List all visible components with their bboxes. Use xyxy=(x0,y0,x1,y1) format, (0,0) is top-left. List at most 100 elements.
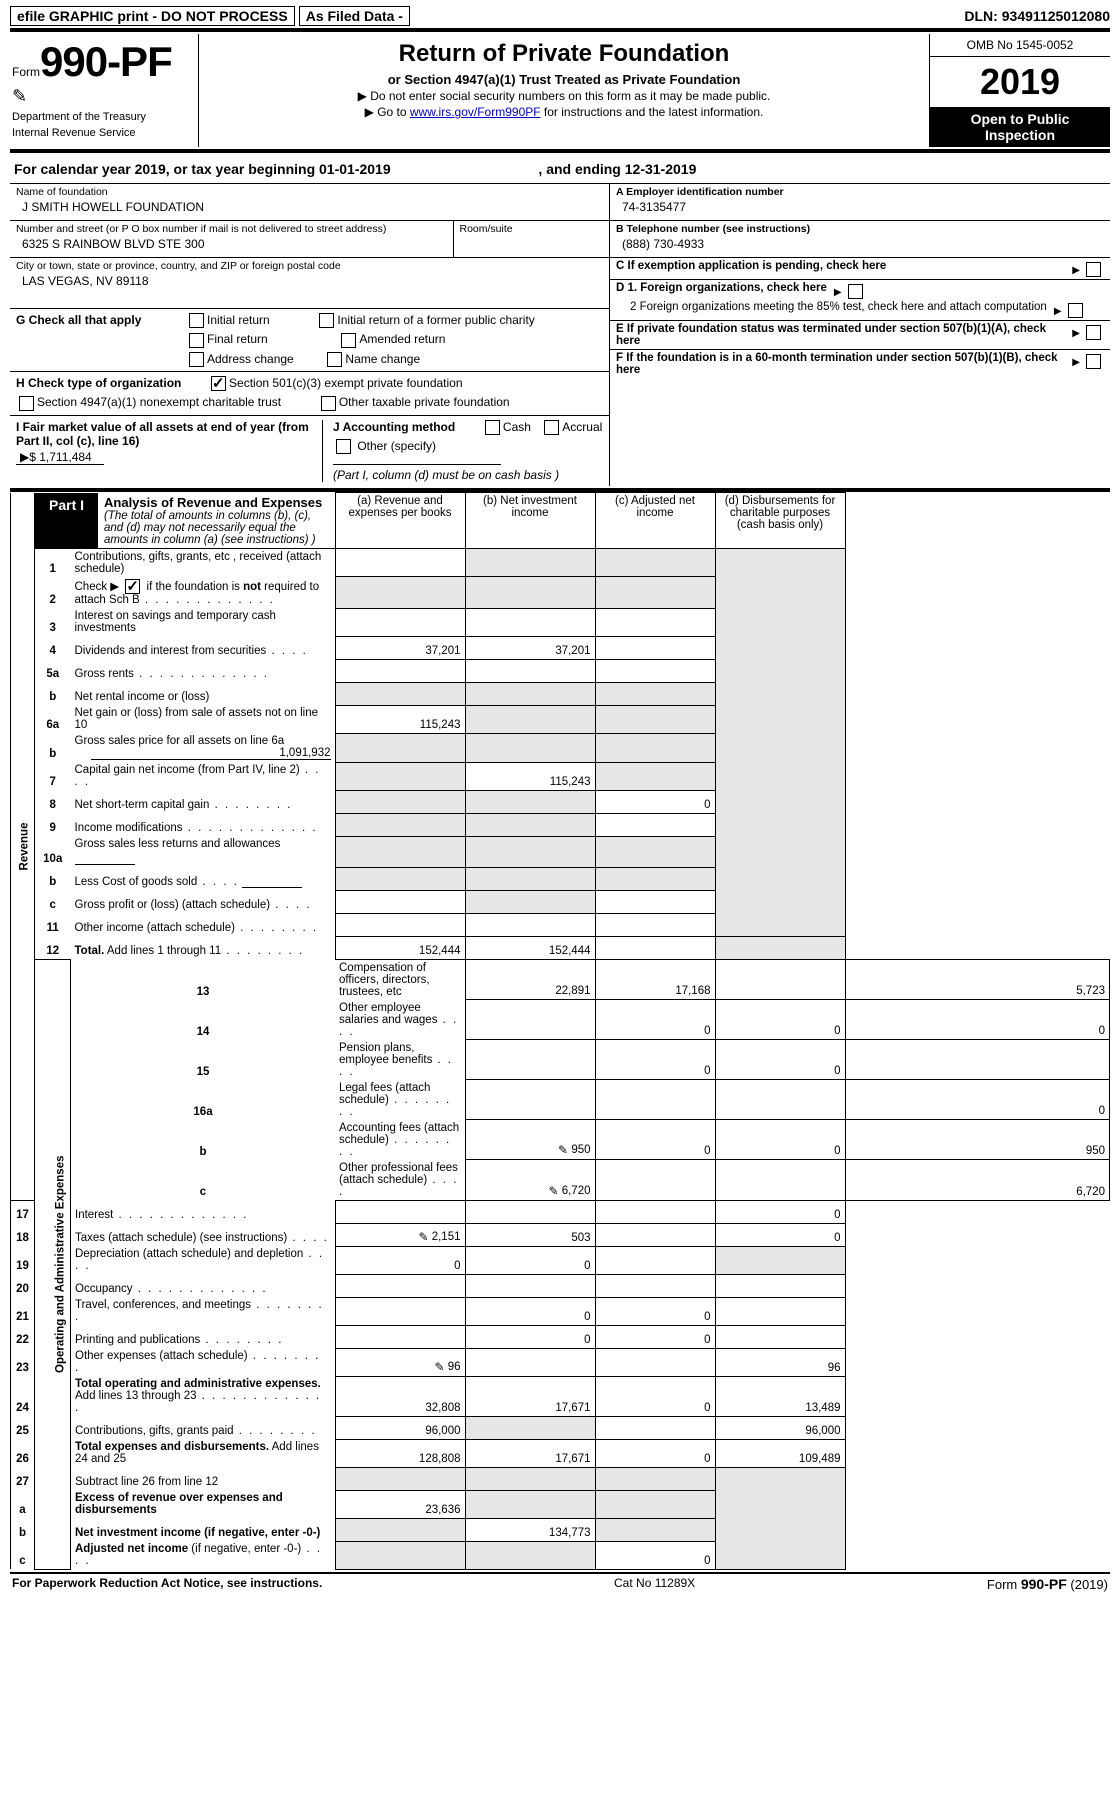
open-to-public: Open to Public Inspection xyxy=(930,107,1110,147)
foundation-name-label: Name of foundation xyxy=(16,186,603,198)
chk-schb[interactable] xyxy=(125,579,140,594)
chk-amended[interactable] xyxy=(341,333,356,348)
as-filed: As Filed Data - xyxy=(299,6,410,26)
row-16b: Accounting fees (attach schedule) xyxy=(335,1120,465,1160)
row-5a: Gross rents xyxy=(71,659,336,682)
chk-accrual[interactable] xyxy=(544,420,559,435)
calendar-year-line: For calendar year 2019, or tax year begi… xyxy=(10,155,1110,183)
j-note: (Part I, column (d) must be on cash basi… xyxy=(333,468,603,482)
f-label: F If the foundation is in a 60-month ter… xyxy=(616,352,1058,376)
b-label: B Telephone number (see instructions) xyxy=(616,223,810,235)
row-13: Compensation of officers, directors, tru… xyxy=(335,959,465,1000)
row-10c: Gross profit or (loss) (attach schedule) xyxy=(71,890,336,913)
row-18: Taxes (attach schedule) (see instruction… xyxy=(71,1223,336,1246)
row-12: Total. Add lines 1 through 11 xyxy=(71,936,336,959)
row-24: Total operating and administrative expen… xyxy=(71,1376,336,1416)
ein: 74-3135477 xyxy=(616,198,1104,214)
chk-other-tax[interactable] xyxy=(321,396,336,411)
form-title: Return of Private Foundation xyxy=(211,40,917,68)
form-subtitle: or Section 4947(a)(1) Trust Treated as P… xyxy=(211,72,917,87)
j-label: J Accounting method xyxy=(333,420,455,434)
chk-e[interactable] xyxy=(1086,325,1101,340)
row-6b: Gross sales price for all assets on line… xyxy=(71,733,336,762)
a-label: A Employer identification number xyxy=(616,186,784,198)
d1-label: D 1. Foreign organizations, check here xyxy=(616,282,827,294)
chk-d2[interactable] xyxy=(1068,303,1083,318)
section-h: H Check type of organization Section 501… xyxy=(10,372,609,416)
row-9: Income modifications xyxy=(71,813,336,836)
row-4: Dividends and interest from securities xyxy=(71,636,336,659)
attach-icon[interactable]: ✎ xyxy=(548,1184,558,1198)
dln-label: DLN: xyxy=(964,8,997,24)
attach-icon[interactable]: ✎ xyxy=(418,1230,428,1244)
form-page: efile GRAPHIC print - DO NOT PROCESS As … xyxy=(0,0,1120,1612)
expenses-side-label: Operating and Administrative Expenses xyxy=(35,959,71,1569)
address-label: Number and street (or P O box number if … xyxy=(16,223,447,235)
footer-form: 990-PF xyxy=(1021,1576,1067,1592)
efile-notice: efile GRAPHIC print - DO NOT PROCESS xyxy=(10,6,295,26)
chk-name-change[interactable] xyxy=(327,352,342,367)
instr-goto-post: for instructions and the latest informat… xyxy=(541,105,764,119)
h-label: H Check type of organization xyxy=(16,376,181,390)
footer-cat: Cat No 11289X xyxy=(614,1576,695,1592)
part1-note: (The total of amounts in columns (b), (c… xyxy=(104,510,316,546)
row-27b: Net investment income (if negative, ente… xyxy=(71,1518,336,1541)
chk-other-method[interactable] xyxy=(336,439,351,454)
instr-ssn: ▶ Do not enter social security numbers o… xyxy=(211,89,917,103)
city: LAS VEGAS, NV 89118 xyxy=(16,272,603,288)
chk-initial-former[interactable] xyxy=(319,313,334,328)
top-bar: efile GRAPHIC print - DO NOT PROCESS As … xyxy=(10,6,1110,26)
row-2: Check ▶ if the foundation is not require… xyxy=(71,577,336,608)
row-15: Pension plans, employee benefits xyxy=(335,1040,465,1080)
dln-value: 93491125012080 xyxy=(1002,8,1110,24)
footer-left: For Paperwork Reduction Act Notice, see … xyxy=(12,1576,322,1590)
row-22: Printing and publications xyxy=(71,1325,336,1348)
omb-number: OMB No 1545-0052 xyxy=(930,34,1110,57)
instr-goto: ▶ Go to www.irs.gov/Form990PF for instru… xyxy=(211,105,917,119)
chk-d1[interactable] xyxy=(848,284,863,299)
row-16c: Other professional fees (attach schedule… xyxy=(335,1160,465,1201)
part1-title: Analysis of Revenue and Expenses xyxy=(104,495,322,510)
i-fmv: ▶$ 1,711,484 xyxy=(16,450,104,465)
col-a-header: (a) Revenue and expenses per books xyxy=(335,493,465,549)
foundation-name: J SMITH HOWELL FOUNDATION xyxy=(16,198,603,214)
row-7: Capital gain net income (from Part IV, l… xyxy=(71,762,336,790)
attach-icon[interactable]: ✎ xyxy=(434,1360,444,1374)
row-14: Other employee salaries and wages xyxy=(335,1000,465,1040)
chk-f[interactable] xyxy=(1086,354,1101,369)
row-27a: Excess of revenue over expenses and disb… xyxy=(71,1490,336,1518)
row-3: Interest on savings and temporary cash i… xyxy=(71,608,336,636)
chk-c[interactable] xyxy=(1086,262,1101,277)
dept-treasury: Department of the Treasury xyxy=(12,111,192,123)
row-26: Total expenses and disbursements. Add li… xyxy=(71,1439,336,1467)
form-header: Form990-PF ✎ Department of the Treasury … xyxy=(10,34,1110,147)
chk-addr-change[interactable] xyxy=(189,352,204,367)
section-g: G Check all that apply Initial return In… xyxy=(10,309,609,372)
chk-4947[interactable] xyxy=(19,396,34,411)
instr-goto-pre: ▶ Go to xyxy=(365,105,410,119)
page-footer: For Paperwork Reduction Act Notice, see … xyxy=(10,1572,1110,1592)
room-label: Room/suite xyxy=(460,223,604,235)
e-label: E If private foundation status was termi… xyxy=(616,323,1046,347)
row-25: Contributions, gifts, grants paid xyxy=(71,1416,336,1439)
row-27: Subtract line 26 from line 12 xyxy=(71,1467,336,1490)
chk-final[interactable] xyxy=(189,333,204,348)
dept-irs: Internal Revenue Service xyxy=(12,127,192,139)
cal-end: , and ending 12-31-2019 xyxy=(538,161,696,177)
chk-cash[interactable] xyxy=(485,420,500,435)
row-17: Interest xyxy=(71,1200,336,1223)
attach-icon[interactable]: ✎ xyxy=(558,1143,568,1157)
row-1: Contributions, gifts, grants, etc , rece… xyxy=(71,548,336,577)
chk-501c3[interactable] xyxy=(211,376,226,391)
entity-info: Name of foundation J SMITH HOWELL FOUNDA… xyxy=(10,183,1110,486)
row-8: Net short-term capital gain xyxy=(71,790,336,813)
row-20: Occupancy xyxy=(71,1274,336,1297)
irs-link[interactable]: www.irs.gov/Form990PF xyxy=(410,105,541,119)
chk-initial[interactable] xyxy=(189,313,204,328)
phone: (888) 730-4933 xyxy=(616,235,1104,251)
row-27c: Adjusted net income (if negative, enter … xyxy=(71,1541,336,1569)
row-11: Other income (attach schedule) xyxy=(71,913,336,936)
row-6a: Net gain or (loss) from sale of assets n… xyxy=(71,705,336,733)
d2-label: 2 Foreign organizations meeting the 85% … xyxy=(630,301,1051,318)
row-16a: Legal fees (attach schedule) xyxy=(335,1080,465,1120)
